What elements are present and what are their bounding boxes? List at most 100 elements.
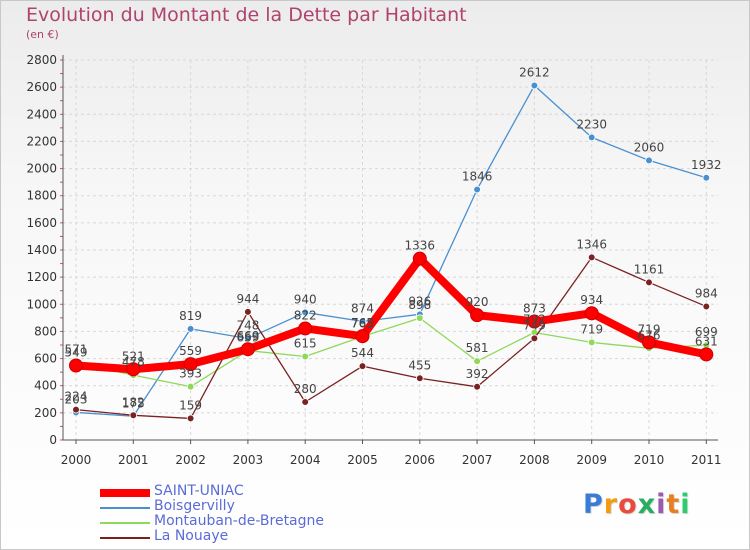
data-point-la-nouaye xyxy=(186,414,195,423)
data-label-la-nouaye: 1161 xyxy=(634,262,665,276)
logo-letter: o xyxy=(618,489,638,520)
data-label-la-nouaye: 392 xyxy=(466,367,489,381)
series-line-saint-uniac xyxy=(72,254,711,374)
series-line-montauban-de-bretagne xyxy=(75,317,707,388)
data-point-la-nouaye xyxy=(244,308,252,316)
legend-label: Montauban-de-Bretagne xyxy=(154,513,325,529)
data-label-boisgervilly: 2060 xyxy=(634,140,665,154)
chart-title: Evolution du Montant de la Dette par Hab… xyxy=(26,4,467,26)
data-label-montauban-de-bretagne: 898 xyxy=(408,298,431,312)
series-line-la-nouaye xyxy=(75,256,707,420)
data-label-la-nouaye: 280 xyxy=(294,382,317,396)
y-tick-label: 200 xyxy=(34,406,57,420)
data-point-saint-uniac xyxy=(69,358,83,373)
data-label-montauban-de-bretagne: 478 xyxy=(122,355,145,369)
data-label-montauban-de-bretagne: 571 xyxy=(65,343,88,357)
data-label-la-nouaye: 455 xyxy=(408,358,431,372)
data-point-montauban-de-bretagne xyxy=(301,352,310,361)
data-point-boisgervilly xyxy=(186,325,195,333)
data-point-la-nouaye xyxy=(645,278,653,287)
logo-letter: t xyxy=(666,489,681,520)
x-tick-label: 2006 xyxy=(405,453,436,467)
data-label-montauban-de-bretagne: 659 xyxy=(236,331,259,345)
y-tick-label: 2400 xyxy=(26,107,57,121)
data-point-la-nouaye xyxy=(129,411,138,420)
logo-letter: i xyxy=(656,489,667,520)
data-point-saint-uniac xyxy=(412,251,427,266)
y-tick-label: 1200 xyxy=(26,270,57,284)
y-tick-label: 1000 xyxy=(26,297,57,311)
data-label-boisgervilly: 1846 xyxy=(462,169,493,183)
data-point-boisgervilly xyxy=(530,81,539,90)
chart-subtitle: (en €) xyxy=(26,28,59,41)
data-label-saint-uniac: 822 xyxy=(294,308,317,322)
data-point-saint-uniac xyxy=(240,342,255,357)
y-tick-label: 2800 xyxy=(26,53,57,67)
data-point-saint-uniac xyxy=(355,329,370,344)
data-label-boisgervilly: 874 xyxy=(351,301,374,315)
data-point-saint-uniac xyxy=(126,362,141,377)
data-point-boisgervilly xyxy=(702,174,711,182)
data-label-boisgervilly: 1932 xyxy=(691,158,722,172)
data-point-boisgervilly xyxy=(301,308,310,317)
data-point-montauban-de-bretagne xyxy=(473,357,481,365)
legend-label: SAINT-UNIAC xyxy=(154,483,244,499)
data-label-boisgervilly: 2612 xyxy=(519,66,550,80)
data-label-montauban-de-bretagne: 792 xyxy=(523,313,546,327)
data-label-montauban-de-bretagne: 699 xyxy=(695,325,718,339)
x-tick-label: 2007 xyxy=(462,453,493,467)
data-point-saint-uniac xyxy=(298,321,313,336)
data-point-la-nouaye xyxy=(301,398,310,406)
logo-letter: P xyxy=(583,489,604,520)
data-point-boisgervilly xyxy=(587,133,596,142)
y-tick-label: 800 xyxy=(34,324,57,338)
x-tick-label: 2004 xyxy=(290,453,321,467)
y-tick-label: 600 xyxy=(34,352,57,366)
data-point-la-nouaye xyxy=(702,302,711,311)
x-tick-label: 2010 xyxy=(634,453,665,467)
data-point-la-nouaye xyxy=(415,374,424,383)
y-tick-label: 1800 xyxy=(26,189,57,203)
legend-swatch xyxy=(100,522,150,524)
data-label-boisgervilly: 926 xyxy=(408,294,431,308)
x-tick-label: 2002 xyxy=(175,453,206,467)
data-label-saint-uniac: 873 xyxy=(523,302,546,316)
legend-swatch xyxy=(100,489,150,497)
data-label-saint-uniac: 559 xyxy=(179,344,202,358)
data-point-saint-uniac xyxy=(699,347,714,362)
x-tick-label: 2003 xyxy=(233,453,264,467)
data-point-montauban-de-bretagne xyxy=(186,382,195,391)
data-label-la-nouaye: 159 xyxy=(179,398,202,412)
data-label-saint-uniac: 521 xyxy=(122,349,145,363)
data-label-saint-uniac: 1336 xyxy=(405,239,436,253)
data-point-la-nouaye xyxy=(587,253,596,262)
legend-label: Boisgervilly xyxy=(154,498,235,514)
data-point-montauban-de-bretagne xyxy=(587,338,596,347)
y-tick-label: 2200 xyxy=(26,134,57,148)
data-point-boisgervilly xyxy=(473,185,481,194)
x-tick-label: 2005 xyxy=(347,453,378,467)
data-label-la-nouaye: 944 xyxy=(236,292,259,306)
y-tick-label: 2000 xyxy=(26,162,57,176)
logo-letter: x xyxy=(637,489,657,520)
data-label-la-nouaye: 749 xyxy=(523,318,546,332)
data-label-boisgervilly: 748 xyxy=(236,318,259,332)
data-label-montauban-de-bretagne: 615 xyxy=(294,337,317,351)
x-tick-label: 2000 xyxy=(61,453,92,467)
legend-label: La Nouaye xyxy=(154,528,229,544)
data-point-saint-uniac xyxy=(584,306,599,321)
series-line-boisgervilly xyxy=(75,84,707,417)
data-label-saint-uniac: 934 xyxy=(580,293,603,307)
logo-letter: r xyxy=(603,489,619,520)
data-label-saint-uniac: 631 xyxy=(695,334,718,348)
data-point-la-nouaye xyxy=(530,334,539,343)
x-tick-label: 2011 xyxy=(691,453,722,467)
legend-swatch xyxy=(100,537,150,539)
data-label-montauban-de-bretagne: 581 xyxy=(466,341,489,355)
data-label-la-nouaye: 984 xyxy=(695,286,718,300)
y-tick-label: 2600 xyxy=(26,80,57,94)
data-point-saint-uniac xyxy=(527,314,542,329)
data-point-boisgervilly xyxy=(244,334,252,343)
data-label-saint-uniac: 669 xyxy=(236,329,259,343)
